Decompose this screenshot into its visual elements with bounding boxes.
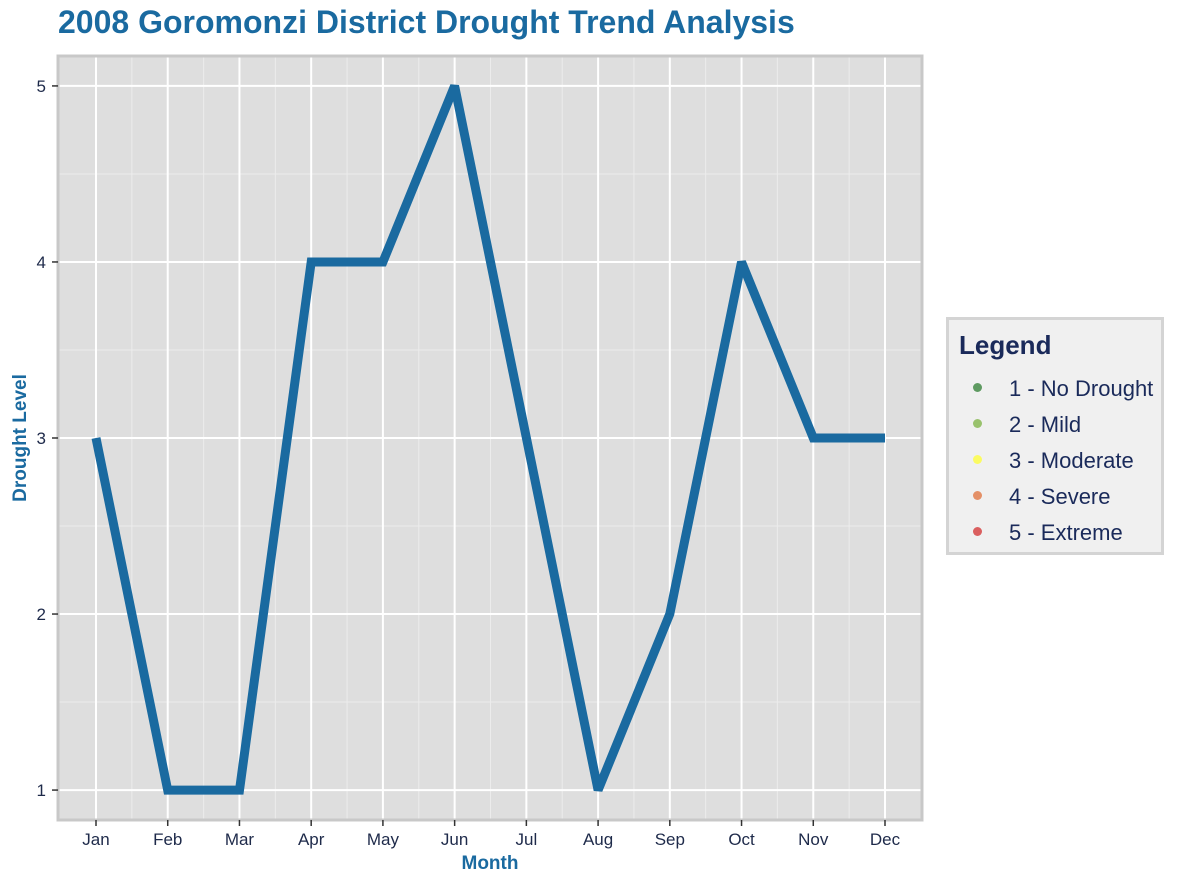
chart-title: 2008 Goromonzi District Drought Trend An… bbox=[58, 4, 795, 40]
legend-item-extreme: 5 - Extreme bbox=[949, 514, 1161, 550]
legend-label: 5 - Extreme bbox=[1009, 520, 1123, 545]
x-tick-label: Dec bbox=[870, 830, 901, 849]
legend-dot-icon bbox=[973, 383, 982, 392]
legend: Legend 1 - No Drought 2 - Mild 3 - Moder… bbox=[946, 317, 1164, 555]
y-tick-label: 2 bbox=[37, 605, 46, 624]
x-tick-label: Mar bbox=[225, 830, 255, 849]
legend-title: Legend bbox=[959, 330, 1052, 360]
legend-label: 1 - No Drought bbox=[1009, 376, 1154, 401]
x-axis: Jan Feb Mar Apr May Jun Jul Aug Sep Oct Nov Dec bbox=[82, 820, 901, 849]
legend-item-no-drought: 1 - No Drought bbox=[949, 370, 1161, 406]
y-tick-label: 1 bbox=[37, 781, 46, 800]
y-tick-label: 4 bbox=[37, 253, 46, 272]
x-tick-label: Jun bbox=[441, 830, 468, 849]
legend-label: 4 - Severe bbox=[1009, 484, 1111, 509]
legend-dot-icon bbox=[973, 527, 982, 536]
x-tick-label: Sep bbox=[655, 830, 685, 849]
y-axis-title: Drought Level bbox=[10, 374, 31, 502]
y-tick-label: 3 bbox=[37, 429, 46, 448]
x-tick-label: Jul bbox=[515, 830, 537, 849]
legend-dot-icon bbox=[973, 491, 982, 500]
legend-item-mild: 2 - Mild bbox=[949, 406, 1161, 442]
x-tick-label: Aug bbox=[583, 830, 613, 849]
x-tick-label: Feb bbox=[153, 830, 182, 849]
series-layer bbox=[91, 84, 885, 795]
y-tick-label: 5 bbox=[37, 77, 46, 96]
series-line bbox=[91, 84, 885, 795]
legend-item-severe: 4 - Severe bbox=[949, 478, 1161, 514]
x-tick-label: Nov bbox=[798, 830, 829, 849]
x-tick-label: May bbox=[367, 830, 400, 849]
x-tick-label: Oct bbox=[728, 830, 755, 849]
legend-label: 3 - Moderate bbox=[1009, 448, 1134, 473]
x-tick-label: Jan bbox=[82, 830, 109, 849]
y-axis: 1 2 3 4 5 bbox=[37, 77, 58, 800]
legend-dot-icon bbox=[973, 419, 982, 428]
major-gridlines bbox=[58, 56, 922, 820]
x-axis-title: Month bbox=[462, 853, 519, 874]
legend-dot-icon bbox=[973, 455, 982, 464]
legend-label: 2 - Mild bbox=[1009, 412, 1082, 437]
legend-item-moderate: 3 - Moderate bbox=[949, 442, 1161, 478]
x-tick-label: Apr bbox=[298, 830, 325, 849]
